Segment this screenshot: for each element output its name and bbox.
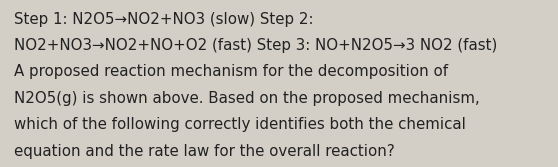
Text: equation and the rate law for the overall reaction?: equation and the rate law for the overal… (14, 144, 395, 159)
Text: N2O5(g) is shown above. Based on the proposed mechanism,: N2O5(g) is shown above. Based on the pro… (14, 91, 480, 106)
Text: A proposed reaction mechanism for the decomposition of: A proposed reaction mechanism for the de… (14, 64, 448, 79)
Text: which of the following correctly identifies both the chemical: which of the following correctly identif… (14, 117, 466, 132)
Text: Step 1: N2O5→NO2+NO3 (slow) Step 2:: Step 1: N2O5→NO2+NO3 (slow) Step 2: (14, 12, 314, 27)
Text: NO2+NO3→NO2+NO+O2 (fast) Step 3: NO+N2O5→3 NO2 (fast): NO2+NO3→NO2+NO+O2 (fast) Step 3: NO+N2O5… (14, 38, 497, 53)
